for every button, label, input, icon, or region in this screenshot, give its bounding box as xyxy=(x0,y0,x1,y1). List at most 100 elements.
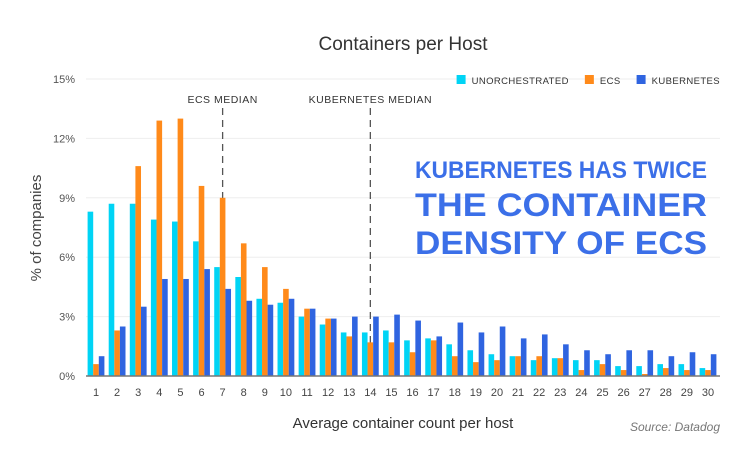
bar-unorchestrated-2 xyxy=(108,203,115,376)
median-label: KUBERNETES MEDIAN xyxy=(309,94,432,106)
bar-ecs-16 xyxy=(409,352,416,376)
bar-ecs-30 xyxy=(705,370,711,376)
bar-unorchestrated-10 xyxy=(277,302,284,376)
bar-unorchestrated-24 xyxy=(572,360,579,376)
bar-ecs-28 xyxy=(662,368,669,376)
bar-ecs-29 xyxy=(684,370,690,376)
y-tick-label: 15% xyxy=(53,74,75,86)
y-axis-label: % of companies xyxy=(28,175,45,282)
bar-ecs-11 xyxy=(304,308,310,376)
x-tick-label: 9 xyxy=(262,387,268,399)
x-tick-label: 24 xyxy=(575,387,587,399)
bar-unorchestrated-8 xyxy=(235,277,241,376)
bar-unorchestrated-21 xyxy=(509,356,516,376)
bar-unorchestrated-16 xyxy=(404,340,410,376)
bar-kubernetes-8 xyxy=(246,300,253,376)
legend-label: ECS xyxy=(600,76,621,87)
bar-kubernetes-27 xyxy=(647,350,654,376)
bar-ecs-3 xyxy=(135,166,142,376)
legend-swatch xyxy=(456,75,466,84)
x-tick-label: 17 xyxy=(428,387,440,399)
bars xyxy=(87,118,717,376)
bar-kubernetes-15 xyxy=(394,314,400,376)
headline-line: KUBERNETES HAS TWICE xyxy=(415,157,707,184)
bar-ecs-12 xyxy=(325,318,331,376)
x-tick-label: 29 xyxy=(681,387,693,399)
x-tick-label: 6 xyxy=(198,387,204,399)
bar-kubernetes-28 xyxy=(668,356,675,376)
bar-unorchestrated-4 xyxy=(150,219,157,376)
x-tick-label: 11 xyxy=(301,387,312,399)
bar-ecs-21 xyxy=(515,356,521,376)
bar-ecs-9 xyxy=(262,267,268,376)
bar-kubernetes-21 xyxy=(520,338,527,376)
bar-unorchestrated-3 xyxy=(129,203,136,376)
bar-kubernetes-6 xyxy=(204,269,210,376)
bar-ecs-14 xyxy=(367,342,374,376)
bar-ecs-23 xyxy=(557,358,564,376)
bar-ecs-2 xyxy=(114,330,120,376)
headline-line: THE CONTAINER xyxy=(415,187,707,223)
bar-ecs-18 xyxy=(451,356,458,376)
bar-unorchestrated-19 xyxy=(467,350,474,376)
y-tick-label: 6% xyxy=(59,252,75,264)
bar-kubernetes-16 xyxy=(415,320,421,376)
bar-unorchestrated-9 xyxy=(256,298,263,376)
x-tick-label: 20 xyxy=(491,387,503,399)
bar-ecs-10 xyxy=(283,288,289,376)
bar-ecs-27 xyxy=(641,374,648,376)
headline: KUBERNETES HAS TWICE THE CONTAINERDENSITY… xyxy=(415,157,707,261)
bar-ecs-20 xyxy=(494,360,500,376)
legend: UNORCHESTRATED ECS KUBERNETES xyxy=(456,75,720,87)
bar-unorchestrated-14 xyxy=(361,332,368,376)
bar-kubernetes-13 xyxy=(352,316,358,376)
legend-label: KUBERNETES xyxy=(652,76,720,87)
bar-kubernetes-3 xyxy=(141,306,147,376)
bar-kubernetes-29 xyxy=(689,352,696,376)
x-tick-label: 8 xyxy=(241,387,247,399)
x-tick-label: 25 xyxy=(596,387,608,399)
bar-unorchestrated-30 xyxy=(699,368,706,376)
x-tick-label: 5 xyxy=(177,387,183,399)
bar-unorchestrated-29 xyxy=(678,364,685,376)
bar-unorchestrated-5 xyxy=(172,221,178,376)
bar-kubernetes-5 xyxy=(183,278,189,376)
x-tick-label: 19 xyxy=(470,387,482,399)
x-tick-label: 3 xyxy=(135,387,141,399)
headline-line: DENSITY OF ECS xyxy=(415,225,707,261)
bar-unorchestrated-7 xyxy=(214,267,220,376)
x-tick-labels: 1 2 3 4 5 6 7 8 9 10 11 12 13 14 15 16 17 18 19 20 21 22 23 24 2… xyxy=(93,387,714,399)
x-tick-label: 7 xyxy=(220,387,226,399)
legend-swatch xyxy=(584,75,594,84)
bar-ecs-7 xyxy=(219,197,226,376)
bar-kubernetes-24 xyxy=(584,350,590,376)
bar-kubernetes-2 xyxy=(119,326,126,376)
bar-kubernetes-25 xyxy=(605,354,611,376)
bar-ecs-8 xyxy=(240,243,247,376)
legend-label: UNORCHESTRATED xyxy=(472,76,569,87)
bar-unorchestrated-13 xyxy=(340,332,347,376)
x-tick-label: 18 xyxy=(449,387,461,399)
x-tick-label: 14 xyxy=(364,387,376,399)
bar-ecs-4 xyxy=(156,120,163,376)
chart-title: Containers per Host xyxy=(319,34,489,55)
x-tick-label: 23 xyxy=(554,387,566,399)
y-tick-label: 9% xyxy=(59,193,75,205)
gridlines xyxy=(86,78,720,318)
x-tick-label: 21 xyxy=(512,387,524,399)
bar-kubernetes-30 xyxy=(710,354,717,376)
bar-unorchestrated-25 xyxy=(594,360,600,376)
bar-ecs-1 xyxy=(93,364,99,376)
x-tick-label: 13 xyxy=(343,387,355,399)
bar-unorchestrated-15 xyxy=(383,330,389,376)
bar-unorchestrated-26 xyxy=(615,366,621,376)
bar-ecs-22 xyxy=(536,356,542,376)
y-tick-label: 3% xyxy=(59,312,75,324)
x-tick-label: 15 xyxy=(385,387,397,399)
bar-kubernetes-10 xyxy=(288,298,295,376)
bar-unorchestrated-1 xyxy=(87,211,94,376)
bar-kubernetes-4 xyxy=(162,278,168,376)
y-tick-label: 0% xyxy=(59,371,75,383)
x-tick-label: 4 xyxy=(156,387,162,399)
